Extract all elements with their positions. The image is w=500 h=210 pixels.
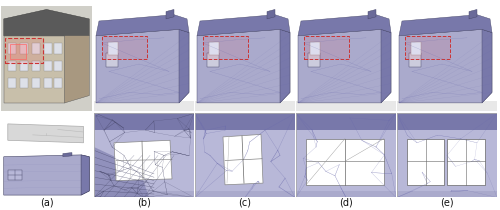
Bar [10, 44, 26, 59]
Bar [54, 43, 62, 54]
Polygon shape [1, 6, 92, 111]
Bar [32, 61, 40, 71]
Bar [20, 61, 28, 71]
Bar [32, 78, 40, 88]
Polygon shape [298, 15, 391, 36]
Bar [54, 61, 62, 71]
Polygon shape [267, 9, 275, 19]
Bar [409, 52, 421, 67]
Polygon shape [96, 15, 189, 36]
Bar [106, 52, 118, 67]
Polygon shape [296, 101, 396, 111]
Text: (b): (b) [137, 198, 151, 208]
Bar [296, 113, 396, 130]
Polygon shape [399, 29, 492, 103]
Bar [397, 113, 497, 130]
Polygon shape [63, 153, 72, 157]
Bar [304, 36, 349, 59]
Bar [94, 191, 194, 197]
Polygon shape [195, 101, 295, 111]
Polygon shape [368, 9, 376, 19]
Polygon shape [197, 15, 290, 36]
Bar [20, 78, 28, 88]
Text: (a): (a) [40, 198, 54, 208]
Polygon shape [166, 9, 174, 19]
Polygon shape [179, 29, 189, 103]
Polygon shape [469, 9, 477, 19]
Polygon shape [482, 29, 492, 103]
Polygon shape [94, 147, 149, 197]
Bar [94, 113, 194, 130]
Polygon shape [94, 101, 194, 111]
Bar [54, 78, 62, 88]
Bar [102, 36, 147, 59]
Polygon shape [4, 155, 90, 195]
Bar [8, 170, 22, 180]
Bar [8, 43, 16, 54]
Polygon shape [8, 124, 84, 143]
Bar [203, 36, 248, 59]
Bar [405, 36, 450, 59]
Polygon shape [96, 29, 189, 103]
Polygon shape [4, 36, 64, 103]
Bar [306, 139, 384, 185]
Bar [447, 139, 485, 185]
Bar [207, 52, 219, 67]
Bar [32, 43, 40, 54]
Bar [8, 78, 16, 88]
Polygon shape [4, 9, 90, 36]
Polygon shape [81, 155, 90, 195]
Bar [4, 38, 43, 63]
Bar [8, 61, 16, 71]
Polygon shape [399, 15, 492, 36]
Text: (c): (c) [238, 198, 252, 208]
Bar [44, 78, 52, 88]
Bar [411, 42, 421, 55]
Bar [44, 43, 52, 54]
Text: (e): (e) [440, 198, 454, 208]
Polygon shape [397, 101, 497, 111]
Text: (d): (d) [339, 198, 353, 208]
Bar [308, 52, 320, 67]
Bar [407, 139, 444, 185]
Polygon shape [298, 29, 391, 103]
Polygon shape [114, 140, 172, 181]
Polygon shape [223, 134, 263, 185]
Polygon shape [64, 36, 90, 103]
Bar [209, 42, 219, 55]
Polygon shape [197, 29, 290, 103]
Bar [310, 42, 320, 55]
Bar [108, 42, 118, 55]
Bar [195, 191, 295, 197]
Bar [195, 113, 295, 130]
Polygon shape [280, 29, 290, 103]
Bar [44, 61, 52, 71]
Bar [397, 191, 497, 197]
Bar [296, 191, 396, 197]
Polygon shape [381, 29, 391, 103]
Bar [20, 43, 28, 54]
